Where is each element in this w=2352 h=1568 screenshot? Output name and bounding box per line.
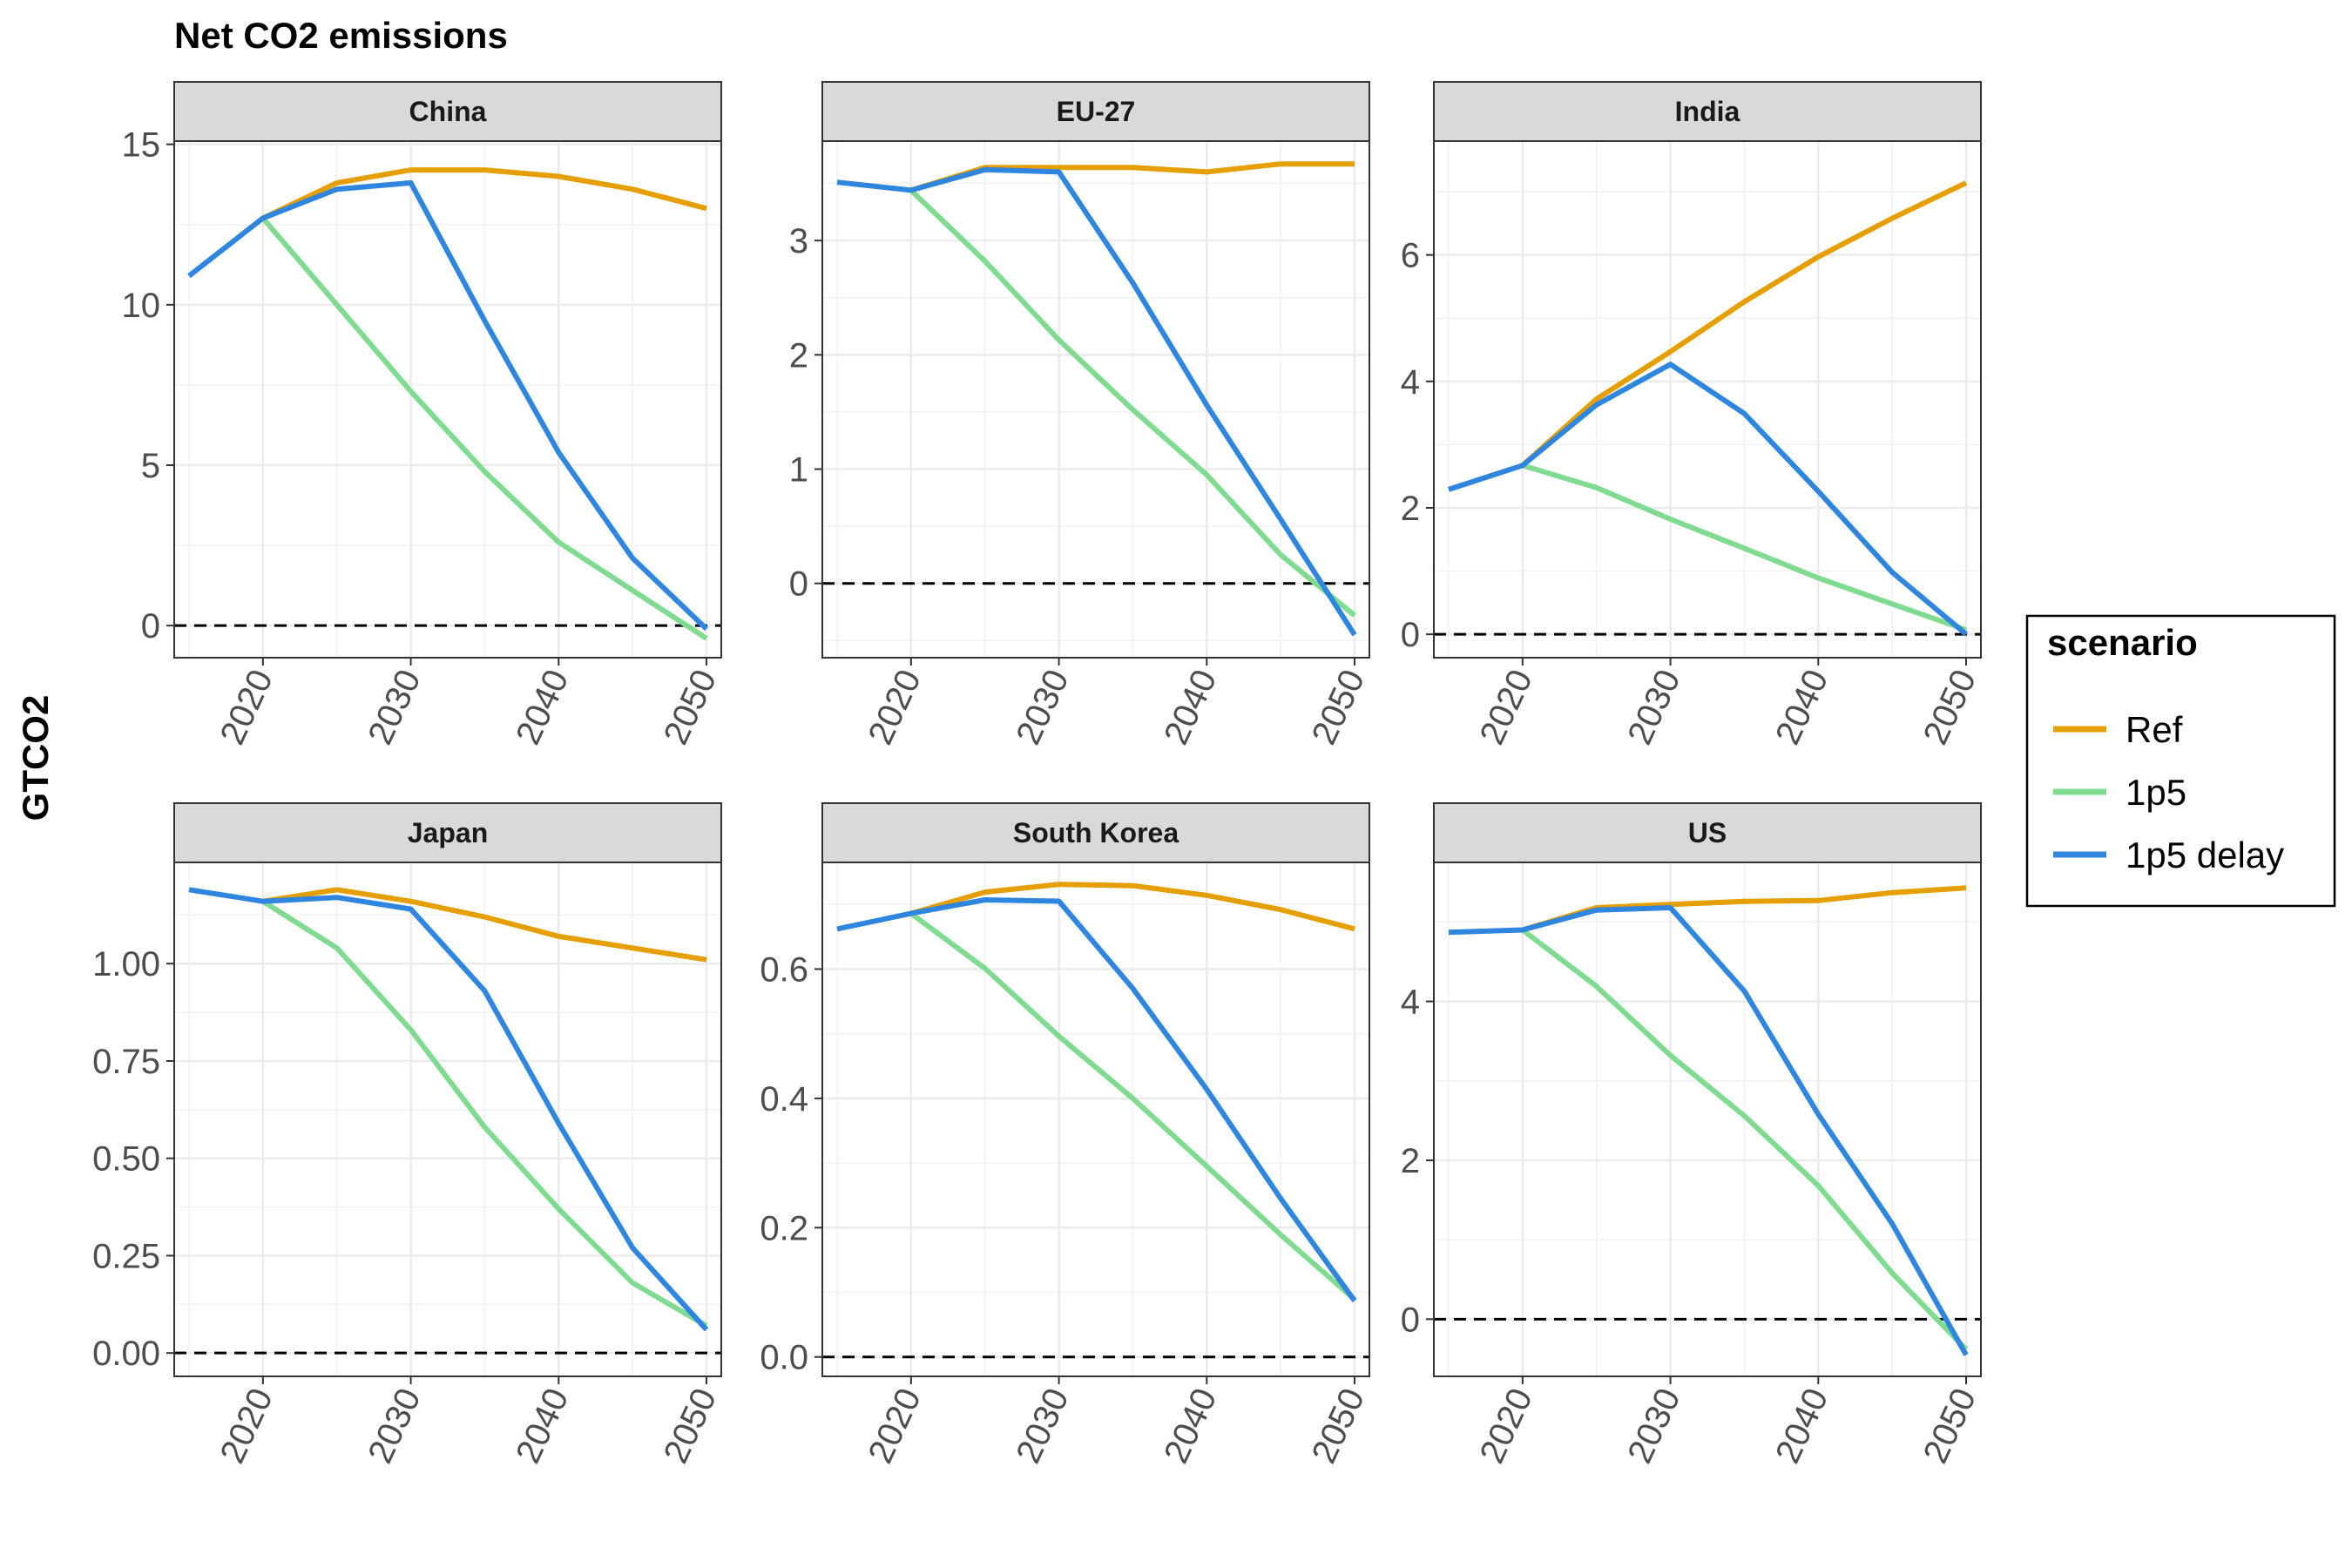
- y-axis-title: GTCO2: [15, 695, 56, 821]
- strip-china: [173, 81, 722, 142]
- series-line-1p5-delay: [836, 897, 1357, 1302]
- legend-label-1p5: 1p5: [2126, 772, 2186, 813]
- panel-background: [174, 862, 721, 1376]
- panel-border: [173, 140, 722, 659]
- y-tick-label: 0.6: [760, 950, 808, 989]
- y-tick-label: 0.75: [92, 1043, 160, 1081]
- y-tick-label: 2: [1401, 490, 1420, 528]
- panel-background: [822, 141, 1369, 658]
- series-line-1p5-delay: [836, 166, 1357, 637]
- y-tick-label: 0.2: [760, 1209, 808, 1247]
- y-tick-label: 0.0: [760, 1339, 808, 1377]
- strip-japan: [173, 802, 722, 863]
- strip-label-eu-27: EU-27: [1057, 96, 1136, 127]
- legend-title: scenario: [2047, 622, 2198, 663]
- series-line-ref: [909, 882, 1355, 932]
- y-tick-label: 0.4: [760, 1080, 808, 1119]
- panel-background: [1434, 862, 1981, 1376]
- strip-eu-27: [821, 81, 1370, 142]
- series-line-1p5: [1520, 928, 1969, 1352]
- strip-label-us: US: [1688, 817, 1727, 848]
- chart-title: Net CO2 emissions: [174, 15, 508, 56]
- y-tick-label: 1: [789, 451, 808, 490]
- y-tick-label: 0.25: [92, 1237, 160, 1275]
- y-tick-label: 2: [789, 336, 808, 375]
- panel-border: [1433, 140, 1982, 659]
- y-tick-label: 6: [1401, 237, 1420, 275]
- strip-south-korea: [821, 802, 1370, 863]
- panel-background: [174, 141, 721, 658]
- panel-border: [1433, 862, 1982, 1377]
- y-tick-label: 0.50: [92, 1140, 160, 1179]
- strip-label-south-korea: South Korea: [1013, 817, 1179, 848]
- legend-label-ref: Ref: [2126, 709, 2183, 750]
- legend: scenario Ref 1p5 1p5 delay: [2025, 614, 2336, 908]
- series-line-ref: [261, 167, 707, 221]
- y-tick-label: 4: [1401, 363, 1420, 402]
- y-tick-label: 0: [1401, 616, 1420, 654]
- series-line-1p5: [909, 911, 1356, 1301]
- panel-border: [821, 862, 1370, 1377]
- panel-background: [822, 862, 1369, 1376]
- series-line-1p5-delay: [188, 887, 709, 1332]
- series-line-ref: [262, 887, 707, 963]
- y-tick-label: 1.00: [92, 945, 160, 983]
- panel-border: [821, 140, 1370, 659]
- series-line-1p5: [260, 216, 708, 641]
- series-line-ref: [1520, 180, 1968, 468]
- strip-india: [1433, 81, 1982, 142]
- series-line-1p5-delay: [187, 179, 709, 632]
- strip-us: [1433, 802, 1982, 863]
- strip-label-japan: Japan: [408, 817, 488, 848]
- y-tick-label: 10: [122, 287, 161, 325]
- series-line-1p5-delay: [1448, 362, 1968, 637]
- y-tick-label: 5: [141, 447, 160, 485]
- y-tick-label: 4: [1401, 983, 1420, 1022]
- strip-label-china: China: [409, 96, 487, 127]
- y-tick-label: 2: [1401, 1142, 1420, 1180]
- series-line-1p5-delay: [1448, 905, 1969, 1356]
- strip-label-india: India: [1675, 96, 1740, 127]
- y-tick-label: 0.00: [92, 1335, 160, 1373]
- panel-border: [173, 862, 722, 1377]
- legend-label-1p5-delay: 1p5 delay: [2126, 835, 2284, 875]
- y-tick-label: 0: [1401, 1301, 1420, 1339]
- series-line-1p5: [1521, 463, 1967, 632]
- y-tick-label: 0: [789, 565, 808, 604]
- y-tick-label: 0: [141, 607, 160, 645]
- series-line-1p5: [909, 188, 1356, 618]
- y-tick-label: 3: [789, 222, 808, 260]
- y-tick-label: 15: [122, 126, 161, 165]
- series-line-1p5: [261, 899, 708, 1328]
